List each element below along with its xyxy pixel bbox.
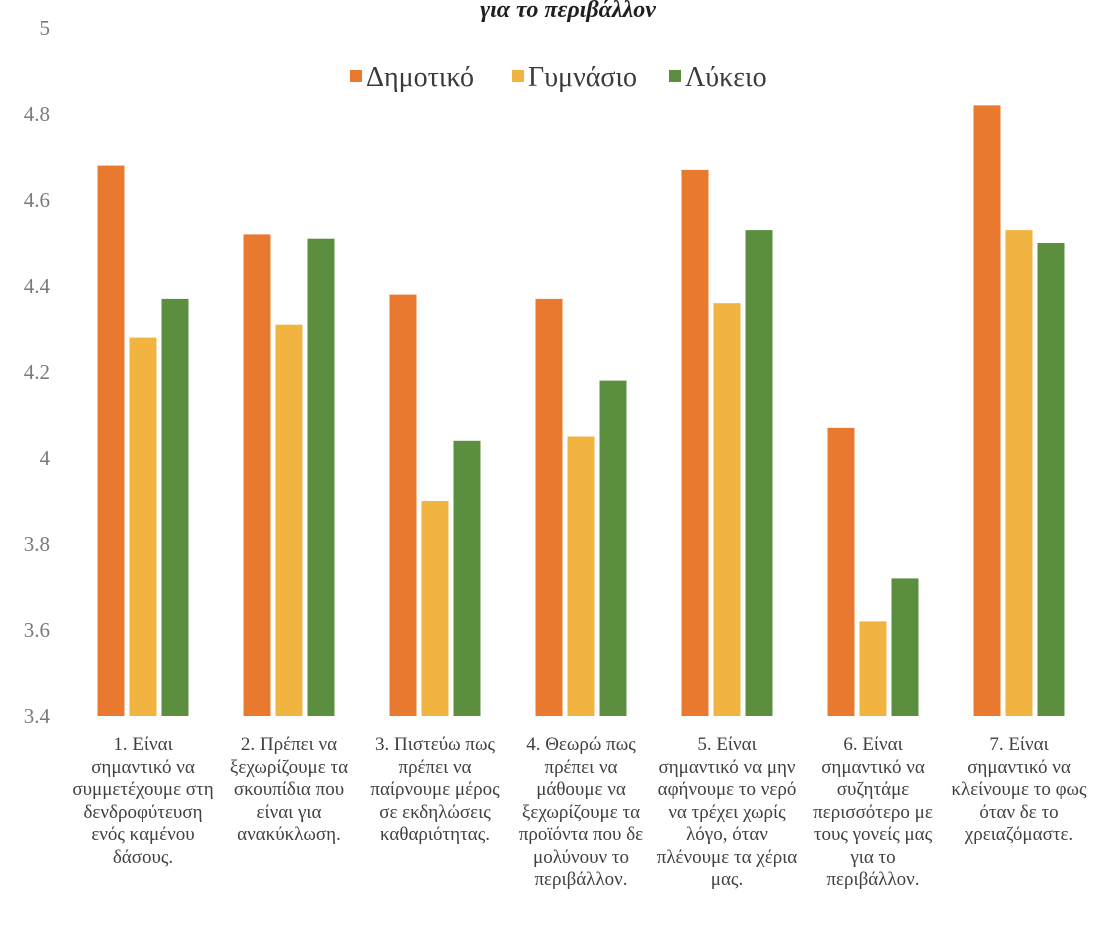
legend-swatch (350, 70, 362, 82)
bar-1-series-3 (161, 298, 189, 716)
y-tick-label: 3.8 (24, 532, 50, 556)
legend-swatch (669, 70, 681, 82)
y-axis: 3.4 3.6 3.8 4 4.2 4.4 4.6 4.8 5 (24, 16, 51, 728)
bar-6-series-2 (859, 621, 887, 716)
bar-7-series-1 (973, 105, 1001, 716)
legend-label: Δημοτικό (366, 62, 474, 93)
bars (97, 105, 1065, 717)
bar-1-series-2 (129, 337, 157, 716)
x-category-label: 7. Είναι σημαντικό να κλείνουμε το φως ό… (951, 734, 1087, 845)
bar-6-series-1 (827, 427, 855, 716)
bar-3-series-2 (421, 501, 449, 716)
y-tick-label: 4.8 (24, 102, 50, 126)
chart-title: για το περιβάλλον (480, 0, 656, 23)
bar-6-series-3 (891, 578, 919, 716)
bar-2-series-3 (307, 238, 335, 716)
y-tick-label: 3.6 (24, 618, 50, 642)
bar-3-series-1 (389, 294, 417, 716)
bar-5-series-1 (681, 169, 709, 716)
legend-label: Γυμνάσιο (528, 62, 637, 93)
bar-5-series-2 (713, 303, 741, 716)
bar-3-series-3 (453, 440, 481, 716)
bar-2-series-2 (275, 324, 303, 716)
bar-7-series-2 (1005, 230, 1033, 716)
bar-4-series-1 (535, 298, 563, 716)
y-tick-label: 3.4 (24, 704, 51, 728)
x-category-label: 4. Θεωρώ πως πρέπει να μάθουμε να ξεχωρί… (518, 734, 644, 890)
y-tick-label: 4 (40, 446, 51, 470)
bar-1-series-1 (97, 165, 125, 717)
legend: Δημοτικό Γυμνάσιο Λύκειο (350, 62, 767, 93)
bar-5-series-3 (745, 230, 773, 716)
legend-label: Λύκειο (685, 62, 767, 93)
y-tick-label: 4.2 (24, 360, 50, 384)
bar-4-series-2 (567, 436, 595, 716)
bar-7-series-3 (1037, 243, 1065, 716)
x-category-label: 5. Είναι σημαντικό να μην αφήνουμε το νε… (656, 734, 798, 890)
x-category-label: 1. Είναι σημαντικό να συμμετέχουμε στη δ… (72, 734, 214, 868)
x-category-label: 3. Πιστεύω πως πρέπει να παίρνουμε μέρος… (370, 734, 500, 845)
x-category-label: 2. Πρέπει να ξεχωρίζουμε τα σκουπίδια πο… (229, 734, 349, 845)
y-tick-label: 4.4 (24, 274, 51, 298)
legend-swatch (512, 70, 524, 82)
bar-4-series-3 (599, 380, 627, 716)
y-tick-label: 5 (40, 16, 51, 40)
bar-2-series-1 (243, 234, 271, 716)
y-tick-label: 4.6 (24, 188, 50, 212)
x-category-label: 6. Είναι σημαντικό να συζητάμε περισσότε… (813, 734, 933, 890)
